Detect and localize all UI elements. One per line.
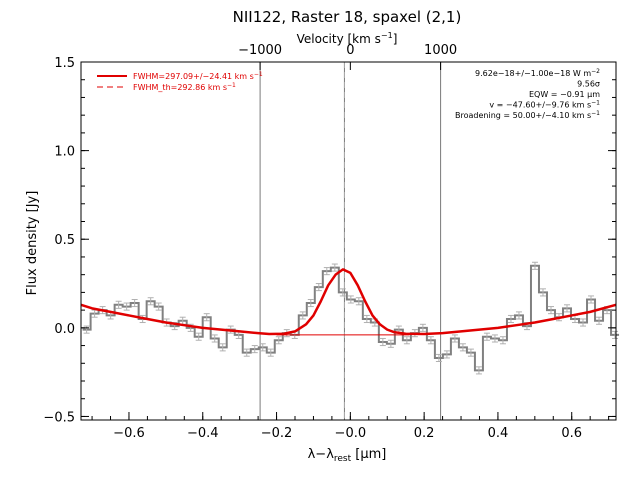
annotation-line: Broadening = 50.00+/−4.10 km s−1	[455, 110, 600, 120]
y-tick-label: 1.0	[54, 145, 75, 160]
top-tick-label: 1000	[424, 43, 457, 58]
x-tick-label: −0.0	[335, 426, 367, 441]
x-tick-label: 0.6	[561, 426, 582, 441]
legend: FWHM=297.09+/−24.41 km s−1FWHM_th=292.86…	[97, 71, 263, 92]
top-tick-label: −1000	[238, 43, 282, 58]
vertical-lines	[259, 62, 442, 420]
top-axis-label-text: Velocity [km s	[297, 32, 381, 46]
x-axis-label-unit: [μm]	[351, 447, 386, 462]
annotation-line: 9.62e−18+/−1.00e−18 W m−2	[475, 68, 600, 78]
x-tick-label: 0.4	[488, 426, 509, 441]
plot-frame	[80, 61, 617, 421]
y-tick-label: 0.0	[54, 322, 75, 337]
y-axis-label: Flux density [Jy]	[25, 191, 40, 296]
legend-label: FWHM_th=292.86 km s−1	[133, 82, 236, 92]
top-tick-label: 0	[346, 43, 354, 58]
x-tick-label: −0.6	[113, 426, 145, 441]
series-layer	[80, 261, 620, 375]
legend-label: FWHM=297.09+/−24.41 km s−1	[133, 71, 263, 81]
x-axis-label-text: λ−λ	[308, 447, 335, 462]
fit-curve	[80, 268, 617, 336]
top-axis-label: Velocity [km s−1]	[297, 31, 398, 46]
y-tick-label: 0.5	[54, 233, 75, 248]
annotation-line: 9.56σ	[577, 80, 600, 89]
x-axis-label: λ−λrest [μm]	[308, 447, 387, 464]
y-tick-label: −0.5	[43, 410, 75, 425]
top-axis-label-sup: −1	[381, 31, 393, 40]
chart-title: NII122, Raster 18, spaxel (2,1)	[233, 8, 462, 26]
y-tick-label: 1.5	[54, 56, 75, 71]
annotation-line: EQW = −0.91 μm	[529, 90, 600, 99]
x-tick-label: 0.2	[414, 426, 435, 441]
top-axis-label-end: ]	[393, 32, 398, 46]
x-tick-label: −0.4	[187, 426, 219, 441]
axis-ticks: −0.6 −0.4 −0.2 −0.0 0.2 0.4 0.6 −1000 0 1000 −0.5 0…	[43, 43, 616, 441]
data-step-line	[82, 264, 620, 372]
x-tick-label: −0.2	[261, 426, 293, 441]
annotation-line: v = −47.60+/−9.76 km s−1	[489, 100, 600, 110]
x-axis-label-sub: rest	[334, 454, 352, 464]
